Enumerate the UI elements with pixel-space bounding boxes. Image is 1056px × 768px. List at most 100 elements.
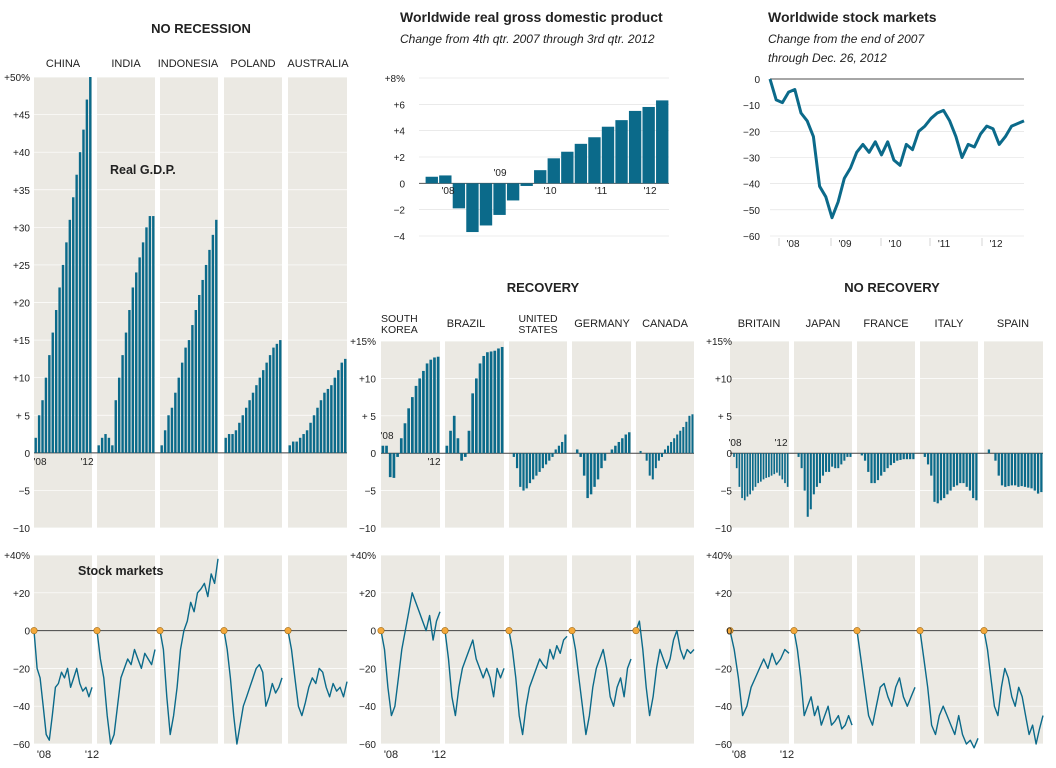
gdp-bar [114,400,117,453]
gdp-bar [305,430,309,453]
gdp-bar [1036,453,1040,494]
world-gdp-bar [520,183,533,186]
gdp-bar [899,453,902,460]
world-gdp-bar [466,183,479,233]
stock-line-start-dot [726,627,734,635]
gdp-bar [909,453,912,460]
gdp-bar [660,453,663,457]
world-gdp-bar [588,137,601,184]
country-header: STATES [518,324,557,336]
gdp-bar [78,152,82,453]
gdp-bar [645,453,648,461]
stock-c-ytick: −60 [715,740,732,751]
gdp-bar [333,377,337,453]
stock-panel-bg [636,555,694,744]
gdp-bar [121,355,124,453]
gdp-bar [902,453,905,460]
stock-panel-bg [984,555,1043,744]
gdp-bar [288,445,291,453]
stock-panel-bg [857,555,915,744]
stock-line [444,630,505,717]
gdp-xlabel: '12 [427,457,440,468]
gdp-bar [564,434,567,454]
gdp-panel-bg [857,341,915,528]
gdp-top-ytick: + 5 [16,411,31,422]
stock-line [983,630,1044,745]
gdp-bar [818,453,821,484]
gdp-bar [846,453,849,457]
country-header: CHINA [46,58,81,70]
gdp-bar [255,385,258,453]
gdp-rec-ytick: + 5 [362,412,377,423]
gdp-bar [863,453,867,461]
gdp-xlabel: '08 [380,431,393,442]
gdp-bar [456,438,460,454]
section-no-recovery: NO RECOVERY [844,280,940,295]
gdp-bar [754,453,757,487]
gdp-bar [812,453,815,495]
country-header: SOUTH [381,313,418,325]
world-gdp-ytick: +6 [394,100,406,111]
gdp-bar [160,445,163,453]
stock-line-start-dot [853,627,861,635]
stock-line-start-dot [980,627,988,635]
gdp-bar [843,453,846,461]
gdp-bar [768,453,770,478]
gdp-rec-ytick: −5 [365,487,377,498]
stock-line-start-dot [156,627,164,635]
country-header: ITALY [935,318,965,330]
gdp-bar [1017,453,1020,487]
gdp-bar [1004,453,1007,487]
gdp-bar [82,129,85,453]
country-header: SPAIN [997,318,1029,330]
gdp-bar [825,453,828,472]
world-stock-ytick: −30 [743,154,760,165]
gdp-bar [309,422,312,453]
gdp-norec-ytick: +10 [715,374,732,385]
gdp-bar [58,287,61,453]
gdp-top-ytick: +40 [13,148,30,159]
gdp-bar [617,441,621,454]
gdp-bar [538,453,541,472]
gdp-bar [586,453,589,499]
stock-line-start-dot [93,627,101,635]
gdp-panel-bg [636,341,694,528]
gdp-bar [821,453,825,476]
stock-line [635,620,695,717]
world-gdp-bar [574,143,588,184]
gdp-bar [396,453,399,457]
stock-line [96,630,156,745]
stock-line [159,558,219,736]
gdp-bar [68,219,72,453]
gdp-bar [323,392,326,453]
world-stock-subtitle-2: through Dec. 26, 2012 [768,51,887,65]
world-gdp-xlabel: '12 [643,186,656,197]
gdp-bar [174,392,177,453]
gdp-bar [344,358,347,453]
gdp-bar [34,437,37,453]
gdp-bar [489,351,493,454]
gdp-rec-ytick: 0 [370,449,376,460]
gdp-bar [663,449,667,454]
stock-panel-bg [34,555,92,744]
gdp-bar [930,453,933,476]
stock-b-ytick: −40 [359,702,376,713]
stock-a-ytick: −40 [13,702,30,713]
gdp-bar [603,453,607,461]
gdp-top-ytick: +15 [13,336,30,347]
world-gdp-bar [452,183,466,209]
stock-line-start-dot [284,627,292,635]
gdp-rec-ytick: +10 [359,374,376,385]
gdp-bar [167,415,170,453]
gdp-bar [251,392,255,453]
world-stock-ytick: 0 [754,75,760,86]
gdp-bar [1030,453,1033,489]
gdp-bar [975,453,978,501]
gdp-bar [561,441,564,454]
gdp-bar [751,453,754,491]
world-stock-ytick: −40 [743,180,760,191]
gdp-bar [1033,453,1036,491]
stock-line [571,630,632,736]
gdp-bar [497,348,500,454]
stock-line [380,592,441,717]
